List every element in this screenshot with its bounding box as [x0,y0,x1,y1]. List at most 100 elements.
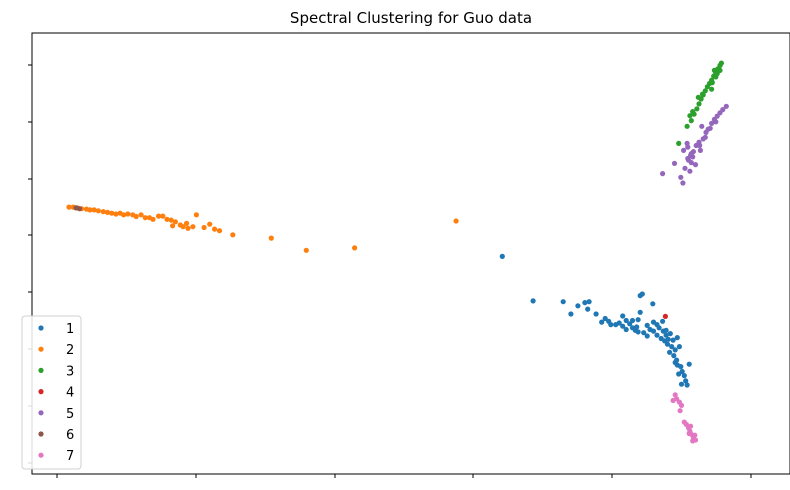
legend-box [21,315,82,470]
point-7-13 [686,430,692,437]
point-6-1 [76,206,83,212]
point-1-49 [670,337,676,343]
point-1-8 [593,311,599,317]
point-1-44 [664,341,671,347]
legend-label-4: 4 [66,386,74,401]
point-3-22 [711,67,718,73]
point-5-27 [713,119,719,125]
point-1-5 [582,300,588,306]
point-1-60 [683,378,689,384]
point-7-16 [688,423,694,429]
point-7-3 [678,402,685,408]
point-1-38 [656,325,662,331]
point-1-23 [635,317,641,323]
point-1-61 [684,382,690,388]
point-1-10 [602,315,608,322]
point-2-39 [303,247,309,253]
chart-title: Spectral Clustering for Guo data [290,9,532,27]
legend-label-7: 7 [66,449,74,464]
point-1-28 [634,324,640,330]
point-1-50 [672,347,678,353]
point-5-33 [688,151,694,157]
legend-marker-3 [38,367,44,373]
point-1-6 [586,299,592,305]
legend-marker-1 [38,325,44,331]
point-3-26 [676,140,682,146]
point-5-19 [699,123,705,129]
point-1-31 [644,333,650,339]
point-1-17 [623,326,629,333]
point-1-46 [665,336,671,342]
point-2-24 [168,217,174,223]
point-1-43 [663,332,669,338]
series-4 [662,313,669,319]
x-axis-ticks [56,474,752,478]
point-1-0 [499,253,505,259]
point-2-29 [184,220,190,226]
point-1-47 [667,331,673,337]
legend-marker-5 [38,410,44,416]
point-2-6 [91,207,97,213]
point-3-21 [717,67,723,73]
point-1-7 [585,306,591,312]
point-1-51 [674,335,680,341]
series-3 [676,60,725,146]
point-2-33 [201,224,207,231]
point-2-16 [133,213,139,220]
point-2-10 [109,210,115,216]
legend-label-6: 6 [66,428,74,443]
point-2-25 [172,219,178,225]
point-1-48 [669,344,675,350]
point-2-37 [230,232,236,238]
point-3-23 [695,94,701,100]
point-1-29 [641,330,647,336]
data-points [66,60,729,444]
point-2-0 [66,204,72,210]
point-1-33 [650,301,656,307]
series-7 [670,392,699,444]
point-2-34 [207,221,213,227]
legend-label-2: 2 [66,343,74,358]
point-5-9 [697,147,704,153]
series-2 [66,204,459,253]
point-1-12 [608,322,614,328]
point-2-20 [150,216,156,222]
point-2-23 [164,216,170,222]
point-1-45 [663,327,669,333]
point-5-0 [660,171,666,177]
point-2-28 [180,224,186,230]
point-1-9 [599,319,605,325]
point-1-18 [623,317,629,324]
point-1-42 [660,318,666,324]
point-5-1 [671,160,678,166]
point-1-27 [637,309,643,315]
point-1-65 [672,359,678,366]
point-1-59 [681,373,687,379]
point-7-14 [692,432,698,438]
point-1-2 [560,299,566,305]
point-3-0 [684,123,690,129]
point-1-14 [616,320,622,326]
legend-marker-7 [38,452,44,458]
plot-frame [31,32,790,475]
point-5-22 [692,162,699,168]
point-1-24 [635,329,641,335]
point-1-62 [678,381,685,387]
point-3-1 [688,118,694,124]
series-5 [660,103,729,186]
point-1-64 [686,361,692,367]
point-1-15 [620,313,626,319]
point-7-15 [690,438,696,444]
point-5-24 [697,142,703,149]
legend-label-1: 1 [66,322,74,337]
point-1-4 [575,303,581,309]
point-5-2 [680,180,686,186]
point-5-28 [681,147,687,153]
point-2-18 [142,215,148,221]
point-2-9 [104,209,111,215]
point-5-32 [685,157,692,163]
point-5-30 [678,174,684,180]
point-2-17 [138,212,144,218]
point-3-25 [690,109,696,115]
point-1-63 [676,371,682,377]
